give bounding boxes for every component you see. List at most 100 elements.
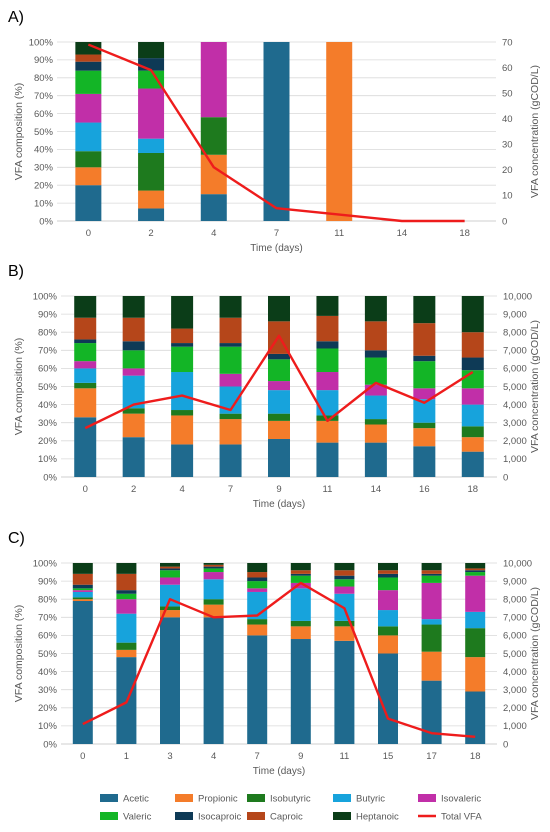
- bar-segment-isovaleric: [413, 388, 436, 400]
- bar-segment-valeric: [122, 350, 145, 369]
- bar-segment-heptanoic: [74, 296, 97, 318]
- bar-segment-propionic: [364, 424, 387, 443]
- x-tick-label: 16: [419, 484, 430, 495]
- y2-tick-label: 50: [502, 88, 513, 99]
- bar-segment-isocaproic: [247, 577, 268, 582]
- x-tick-label: 0: [86, 228, 91, 239]
- x-tick-label: 18: [470, 751, 481, 762]
- bar-segment-caproic: [290, 570, 311, 574]
- bar-segment-valeric: [171, 346, 194, 373]
- bar-segment-caproic: [316, 315, 339, 342]
- legend-label: Isocaproic: [198, 812, 242, 823]
- bar-segment-propionic: [74, 388, 97, 418]
- y-tick-label: 70%: [34, 91, 54, 102]
- legend-swatch-butyric: [333, 794, 351, 802]
- y2-tick-label: 20: [502, 165, 513, 176]
- bar-segment-caproic: [334, 570, 355, 576]
- bar-segment-isobutyric: [160, 606, 180, 611]
- bar-segment-isocaproic: [268, 353, 290, 360]
- bar-segment-acetic: [171, 444, 194, 477]
- bar-segment-valeric: [378, 577, 398, 591]
- bar-segment-isocaproic: [171, 343, 194, 347]
- bar-segment-isobutyric: [364, 419, 387, 425]
- bar-segment-isovaleric: [138, 88, 165, 139]
- y2-tick-label: 6,000: [503, 631, 527, 642]
- bar-segment-valeric: [219, 346, 242, 374]
- legend-swatch-acetic: [100, 794, 118, 802]
- y2-tick-label: 10,000: [503, 291, 532, 302]
- bar-segment-butyric: [268, 390, 290, 414]
- total-vfa-line: [84, 334, 474, 430]
- legend-label: Valeric: [123, 812, 152, 823]
- bar-segment-isovaleric: [461, 388, 484, 405]
- bar-segment-heptanoic: [72, 563, 93, 574]
- bar-segment-isovaleric: [200, 42, 227, 118]
- y-tick-label: 20%: [34, 181, 54, 192]
- x-tick-label: 7: [255, 751, 260, 762]
- bar-segment-butyric: [378, 610, 398, 627]
- y-tick-label: 40%: [34, 145, 54, 156]
- bar-segment-propionic: [413, 428, 436, 447]
- y2-tick-label: 6,000: [503, 364, 527, 375]
- y-axis-title: VFA composition (%): [13, 338, 25, 435]
- bar-segment-isobutyric: [465, 628, 486, 658]
- bar-segment-isobutyric: [116, 642, 137, 650]
- panel-label: B): [8, 263, 24, 280]
- bar-segment-acetic: [75, 185, 102, 221]
- x-tick-label: 1: [124, 751, 129, 762]
- legend-label: Total VFA: [441, 812, 482, 823]
- bar-segment-propionic: [171, 415, 194, 445]
- bar-segment-valeric: [247, 581, 268, 589]
- y2-tick-label: 9,000: [503, 576, 527, 587]
- bar-segment-isovaleric: [378, 590, 398, 611]
- y2-tick-label: 9,000: [503, 309, 527, 320]
- y-tick-label: 50%: [38, 382, 58, 393]
- bar-segment-caproic: [122, 317, 145, 342]
- y2-tick-label: 2,000: [503, 436, 527, 447]
- bar-segment-butyric: [421, 619, 442, 625]
- y-tick-label: 30%: [38, 418, 58, 429]
- bar-segment-caproic: [171, 328, 194, 344]
- y-tick-label: 30%: [34, 163, 54, 174]
- x-tick-label: 17: [426, 751, 437, 762]
- total-vfa-line: [82, 581, 476, 738]
- bar-segment-butyric: [116, 613, 137, 643]
- bar-segment-heptanoic: [160, 563, 180, 567]
- y-tick-label: 50%: [34, 127, 54, 138]
- bar-segment-caproic: [203, 564, 224, 567]
- bar-segment-propionic: [247, 624, 268, 636]
- bar-segment-caproic: [74, 317, 97, 340]
- x-tick-label: 14: [397, 228, 408, 239]
- bar-segment-propionic: [75, 167, 102, 186]
- bar-segment-isobutyric: [171, 410, 194, 416]
- bar-segment-butyric: [316, 390, 339, 416]
- bar-segment-acetic: [263, 42, 290, 221]
- bar-segment-isobutyric: [268, 413, 290, 421]
- bar-segment-isovaleric: [160, 577, 180, 585]
- bar-segment-caproic: [465, 568, 486, 571]
- bar-segment-isobutyric: [316, 415, 339, 421]
- bar-segment-heptanoic: [203, 563, 224, 565]
- bar-segment-isovaleric: [290, 582, 311, 589]
- x-tick-label: 4: [179, 484, 184, 495]
- y2-tick-label: 0: [502, 216, 507, 227]
- bar-segment-propionic: [219, 419, 242, 445]
- bar-segment-isocaproic: [74, 339, 97, 344]
- bar-segment-valeric: [316, 348, 339, 373]
- bar-segment-propionic: [326, 42, 353, 221]
- bar-segment-acetic: [72, 601, 93, 744]
- bar-segment-isovaleric: [74, 361, 97, 369]
- bar-segment-caproic: [413, 323, 436, 356]
- y-tick-label: 10%: [38, 454, 58, 465]
- x-tick-label: 14: [371, 484, 382, 495]
- bar-segment-butyric: [75, 122, 102, 152]
- bar-segment-isobutyric: [72, 597, 93, 600]
- bar-segment-acetic: [74, 417, 97, 477]
- bar-segment-propionic: [72, 599, 93, 602]
- y2-tick-label: 0: [503, 472, 508, 483]
- bar-segment-isocaproic: [364, 350, 387, 358]
- bar-segment-isocaproic: [138, 58, 165, 71]
- legend-label: Isobutyric: [270, 794, 311, 805]
- bar-segment-propionic: [421, 651, 442, 681]
- bar-segment-isovaleric: [316, 372, 339, 391]
